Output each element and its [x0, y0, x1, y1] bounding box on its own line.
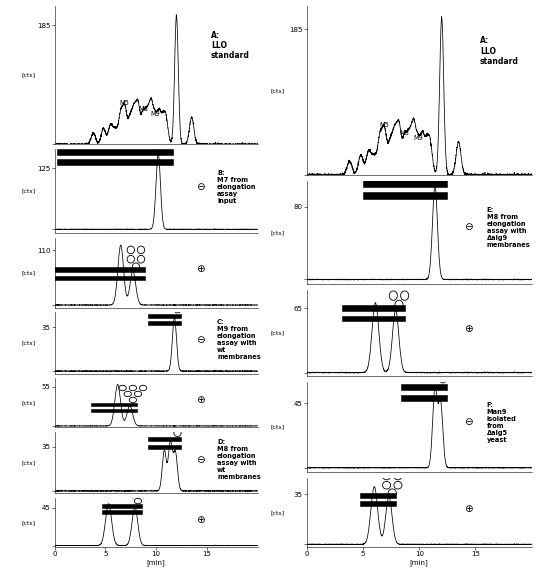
Bar — [148, 314, 181, 317]
Text: ⊕: ⊕ — [464, 504, 473, 514]
Bar — [360, 493, 396, 498]
Text: ⊕: ⊕ — [196, 515, 205, 525]
Text: M8: M8 — [399, 129, 409, 136]
Bar — [92, 409, 138, 412]
Text: [cts]: [cts] — [21, 72, 36, 78]
Text: M9: M9 — [150, 111, 160, 117]
Text: M5: M5 — [120, 100, 130, 106]
Text: M5: M5 — [379, 122, 389, 128]
Bar — [401, 384, 448, 390]
Text: [cts]: [cts] — [21, 189, 36, 194]
Bar — [360, 502, 396, 506]
Bar — [341, 306, 406, 311]
Bar — [148, 437, 181, 441]
Text: [cts]: [cts] — [21, 270, 36, 275]
X-axis label: [min]: [min] — [410, 559, 429, 565]
Text: [cts]: [cts] — [21, 400, 36, 405]
Text: ⊖: ⊖ — [464, 222, 473, 233]
Bar — [57, 159, 173, 165]
Text: [cts]: [cts] — [21, 340, 36, 345]
Text: C:
M9 from
elongation
assay with
wt
membranes: C: M9 from elongation assay with wt memb… — [217, 319, 261, 360]
Bar — [102, 504, 142, 508]
Text: [cts]: [cts] — [21, 520, 36, 525]
Text: A:
LLO
standard: A: LLO standard — [480, 36, 519, 66]
Text: ⊕: ⊕ — [464, 324, 473, 333]
Text: [cts]: [cts] — [271, 88, 285, 93]
Text: [cts]: [cts] — [271, 331, 285, 335]
Bar — [401, 395, 448, 401]
Text: ⊕: ⊕ — [196, 395, 205, 405]
Bar — [52, 275, 145, 280]
Text: M8: M8 — [138, 106, 148, 112]
Text: ⊖: ⊖ — [196, 335, 205, 345]
Text: ⊖: ⊖ — [196, 454, 205, 465]
Text: [cts]: [cts] — [271, 230, 285, 235]
Text: ⊖: ⊖ — [196, 182, 205, 192]
Text: F:
Man9
isolated
from
Δalg5
yeast: F: Man9 isolated from Δalg5 yeast — [487, 402, 516, 443]
Bar — [363, 180, 447, 187]
Text: ⊖: ⊖ — [464, 417, 473, 428]
Bar — [148, 445, 181, 449]
Text: [cts]: [cts] — [21, 460, 36, 465]
Bar — [102, 510, 142, 514]
Text: D:
M8 from
elongation
assay with
wt
membranes: D: M8 from elongation assay with wt memb… — [217, 439, 261, 480]
Bar — [341, 316, 406, 321]
Bar — [57, 149, 173, 155]
Bar — [52, 267, 145, 272]
X-axis label: [min]: [min] — [147, 559, 165, 565]
Text: E:
M8 from
elongation
assay with
Δalg9
membranes: E: M8 from elongation assay with Δalg9 m… — [487, 207, 530, 248]
Text: M9: M9 — [413, 135, 423, 141]
Bar — [363, 193, 447, 200]
Bar — [148, 321, 181, 325]
Text: ⊕: ⊕ — [196, 264, 205, 274]
Text: [cts]: [cts] — [271, 425, 285, 429]
Text: A:
LLO
standard: A: LLO standard — [211, 31, 250, 60]
Text: [cts]: [cts] — [271, 510, 285, 515]
Text: B:
M7 from
elongation
assay
input: B: M7 from elongation assay input — [217, 170, 256, 204]
Bar — [92, 403, 138, 406]
